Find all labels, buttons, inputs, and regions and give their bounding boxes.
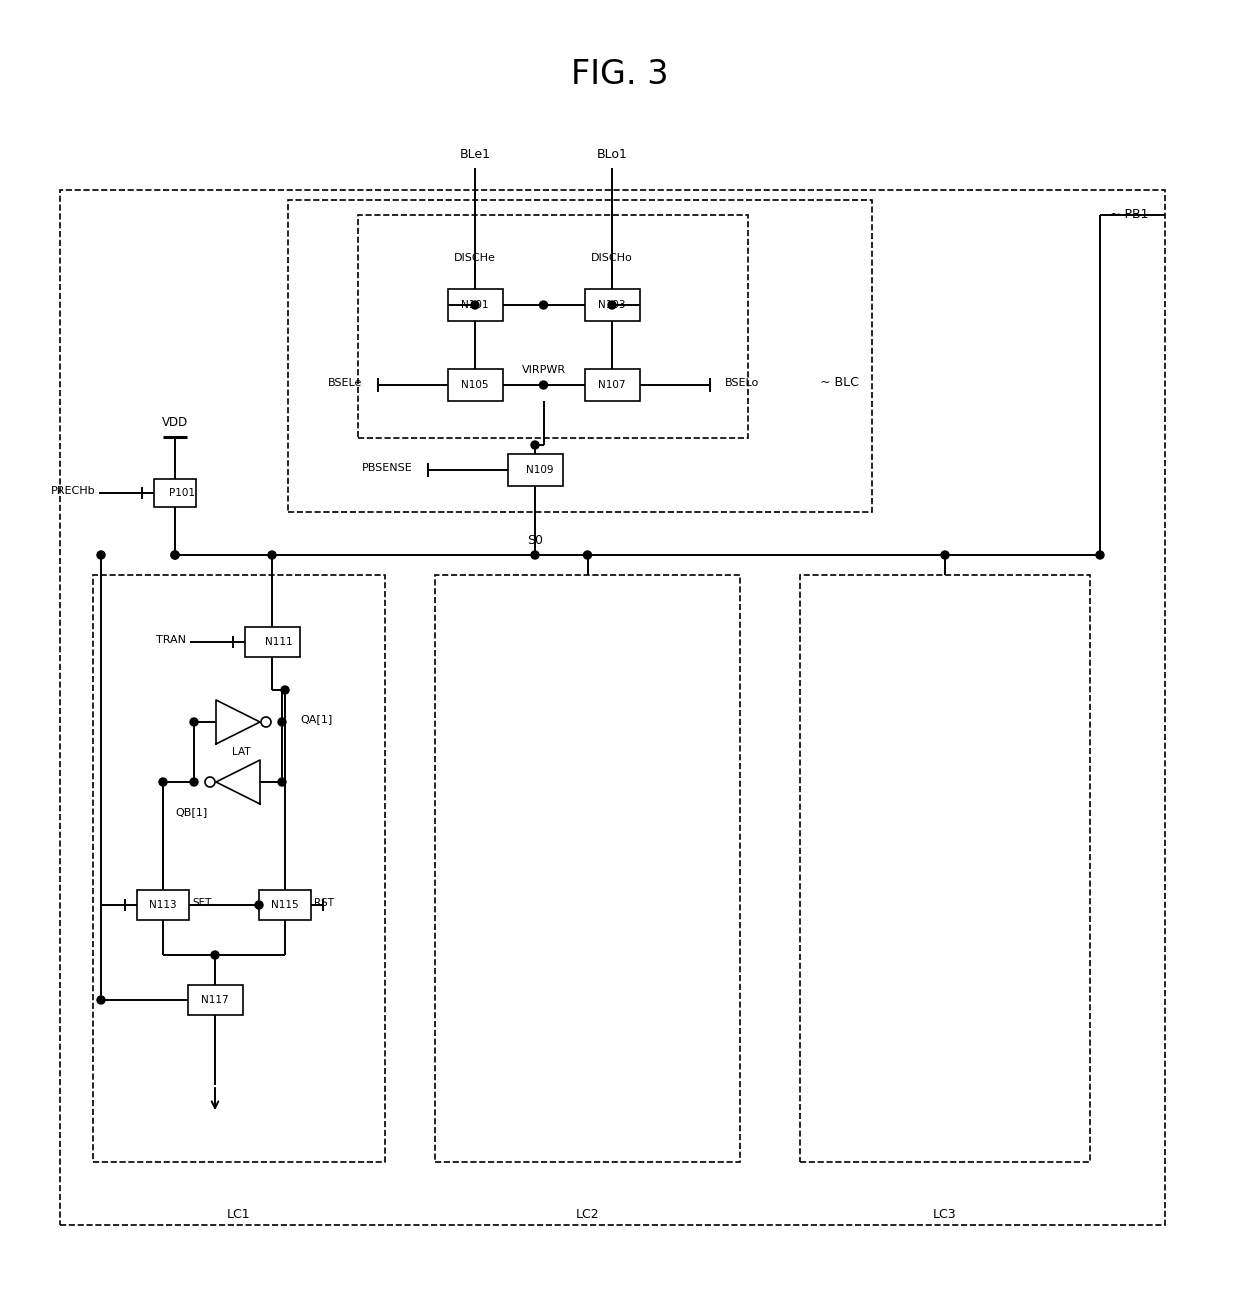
Text: TRAN: TRAN: [156, 635, 186, 646]
Circle shape: [278, 778, 286, 786]
Circle shape: [281, 686, 289, 694]
Text: QB[1]: QB[1]: [176, 807, 208, 817]
Circle shape: [608, 300, 616, 310]
Text: LC2: LC2: [575, 1208, 599, 1221]
Circle shape: [190, 718, 198, 726]
Text: LC3: LC3: [934, 1208, 957, 1221]
Text: BLo1: BLo1: [596, 148, 627, 161]
Circle shape: [278, 718, 286, 726]
Circle shape: [97, 551, 105, 559]
Text: N103: N103: [598, 300, 626, 310]
Text: N111: N111: [265, 638, 293, 647]
Circle shape: [171, 551, 179, 559]
Bar: [358, 215, 748, 438]
Text: ~ BLC: ~ BLC: [820, 377, 859, 390]
Text: RST: RST: [314, 897, 334, 908]
Text: N117: N117: [201, 994, 229, 1005]
Text: PRECHb: PRECHb: [51, 485, 95, 496]
Text: VDD: VDD: [162, 416, 188, 429]
Bar: [136, 890, 188, 920]
Text: BSELe: BSELe: [329, 378, 362, 388]
Bar: [154, 479, 196, 506]
Text: SET: SET: [192, 897, 211, 908]
Text: LAT: LAT: [232, 747, 250, 757]
Circle shape: [539, 380, 548, 388]
Circle shape: [471, 300, 479, 310]
Circle shape: [255, 901, 263, 909]
Bar: [448, 369, 502, 401]
Text: N101: N101: [461, 300, 489, 310]
Bar: [507, 454, 563, 485]
Polygon shape: [216, 760, 260, 804]
Text: N107: N107: [598, 380, 626, 390]
Text: PBSENSE: PBSENSE: [362, 463, 413, 474]
Bar: [435, 575, 740, 1162]
Circle shape: [190, 778, 198, 786]
Bar: [60, 190, 1166, 1225]
Circle shape: [97, 996, 105, 1004]
Bar: [800, 575, 1090, 1162]
Text: VIRPWR: VIRPWR: [522, 365, 565, 375]
Circle shape: [531, 551, 539, 559]
Text: LC1: LC1: [227, 1208, 250, 1221]
Text: N113: N113: [149, 900, 177, 911]
Bar: [288, 199, 872, 512]
Text: ~ PB1: ~ PB1: [1110, 209, 1148, 222]
Circle shape: [1096, 551, 1104, 559]
Circle shape: [531, 441, 539, 449]
Text: FIG. 3: FIG. 3: [572, 59, 668, 92]
Bar: [259, 890, 311, 920]
Bar: [584, 289, 640, 321]
Circle shape: [584, 551, 591, 559]
Bar: [244, 627, 300, 657]
Text: N109: N109: [526, 464, 554, 475]
Bar: [187, 985, 243, 1015]
Bar: [93, 575, 384, 1162]
Text: DISCHe: DISCHe: [454, 253, 496, 262]
Polygon shape: [216, 701, 260, 744]
Text: DISCHo: DISCHo: [591, 253, 632, 262]
Circle shape: [159, 778, 167, 786]
Circle shape: [211, 951, 219, 959]
Circle shape: [941, 551, 949, 559]
Text: P101: P101: [169, 488, 195, 499]
Circle shape: [539, 300, 548, 310]
Circle shape: [171, 551, 179, 559]
Bar: [584, 369, 640, 401]
Text: QA[1]: QA[1]: [300, 714, 332, 724]
Text: N115: N115: [272, 900, 299, 911]
Circle shape: [268, 551, 277, 559]
Text: BLe1: BLe1: [460, 148, 491, 161]
Text: N105: N105: [461, 380, 489, 390]
Bar: [448, 289, 502, 321]
Text: S0: S0: [527, 534, 543, 547]
Text: BSELo: BSELo: [724, 378, 759, 388]
